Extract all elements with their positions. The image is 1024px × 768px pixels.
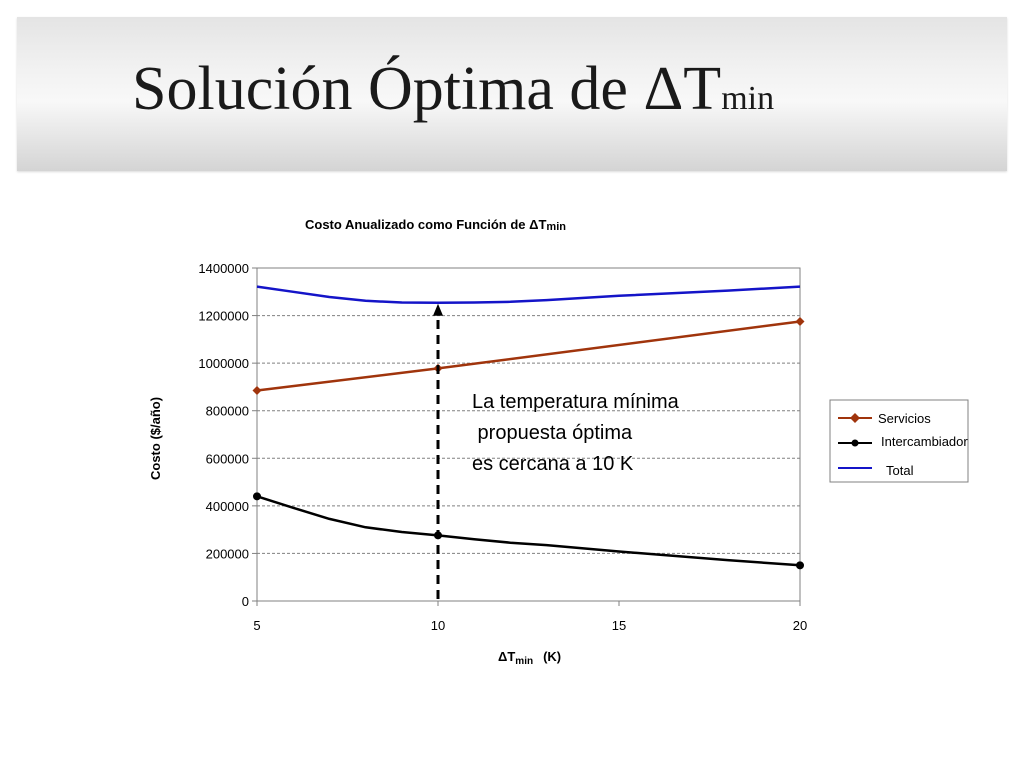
chart-title: Costo Anualizado como Función de ΔTmin [305,217,566,233]
y-tick-label: 1000000 [198,356,249,371]
optimum-arrow [433,303,443,599]
annotation-line-3: es cercana a 10 K [472,453,634,475]
legend-marker-intercambiador [851,439,859,447]
y-tick-label: 400000 [206,499,249,514]
annotation-line-1: La temperatura mínima [472,391,680,413]
x-tick-label: 20 [793,618,807,633]
slide-title-main: Solución Óptima de ΔT [132,55,722,123]
point-intercambiador [796,561,804,570]
slide-title-sub: min [721,80,775,117]
series-line-intercambiador [256,495,801,567]
arrow-head [433,303,443,316]
point-servicios [252,385,262,395]
point-intercambiador [253,492,261,501]
y-tick-labels: 0 200000 400000 600000 800000 1000000 1200000 1… [198,261,249,609]
plot-area [256,267,801,602]
legend-marker-servicios [850,413,860,423]
title-bar [17,17,1007,171]
legend-label-servicios: Servicios [878,411,931,426]
y-tick-label: 600000 [206,451,249,466]
slide-title: Solución Óptima de ΔTmin [132,58,774,120]
y-tick-label: 800000 [206,404,249,419]
x-tick-label: 10 [431,618,445,633]
legend-label-intercambiador: Intercambiador [881,434,968,449]
x-tick-label: 5 [253,618,260,633]
x-tick-labels: 5 10 15 20 [253,618,807,633]
y-axis-label: Costo ($/año) [148,397,163,480]
series-line-total [256,285,801,304]
annotation-line-2: propuesta óptima [472,422,633,444]
gridlines [252,267,801,606]
y-tick-label: 0 [242,594,249,609]
point-servicios [795,317,805,327]
x-tick-label: 15 [612,618,626,633]
legend-label-total: Total [886,463,914,478]
y-tick-label: 1400000 [198,261,249,276]
y-tick-label: 1200000 [198,309,249,324]
series-line-servicios [256,320,801,392]
y-tick-label: 200000 [206,546,249,561]
x-axis-label: ΔTmin (K) [498,649,561,667]
